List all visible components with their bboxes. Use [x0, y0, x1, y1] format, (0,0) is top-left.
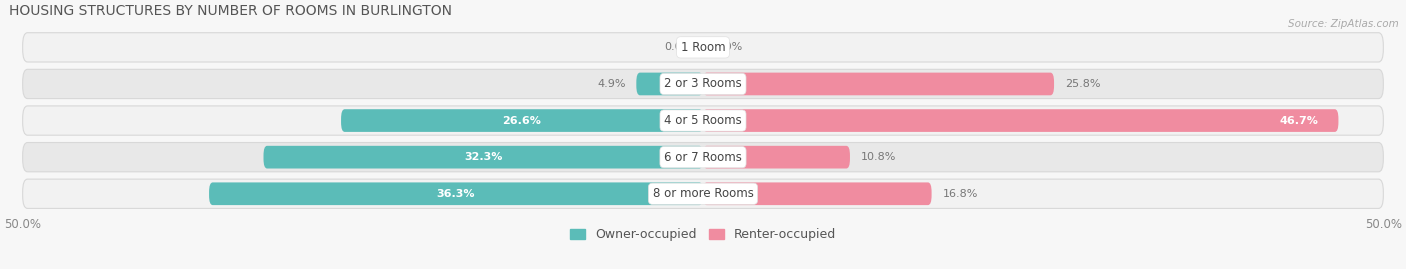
- FancyBboxPatch shape: [637, 73, 703, 95]
- Legend: Owner-occupied, Renter-occupied: Owner-occupied, Renter-occupied: [565, 223, 841, 246]
- Text: 46.7%: 46.7%: [1279, 116, 1317, 126]
- Text: 10.8%: 10.8%: [860, 152, 896, 162]
- Text: 6 or 7 Rooms: 6 or 7 Rooms: [664, 151, 742, 164]
- Text: 4 or 5 Rooms: 4 or 5 Rooms: [664, 114, 742, 127]
- Text: 16.8%: 16.8%: [942, 189, 977, 199]
- FancyBboxPatch shape: [703, 146, 851, 168]
- Text: 25.8%: 25.8%: [1064, 79, 1101, 89]
- FancyBboxPatch shape: [703, 73, 1054, 95]
- Text: 26.6%: 26.6%: [502, 116, 541, 126]
- FancyBboxPatch shape: [22, 143, 1384, 172]
- Text: 2 or 3 Rooms: 2 or 3 Rooms: [664, 77, 742, 90]
- FancyBboxPatch shape: [703, 182, 932, 205]
- FancyBboxPatch shape: [22, 33, 1384, 62]
- Text: 8 or more Rooms: 8 or more Rooms: [652, 187, 754, 200]
- FancyBboxPatch shape: [263, 146, 703, 168]
- FancyBboxPatch shape: [22, 69, 1384, 99]
- Text: 1 Room: 1 Room: [681, 41, 725, 54]
- Text: Source: ZipAtlas.com: Source: ZipAtlas.com: [1288, 19, 1399, 29]
- Text: 0.0%: 0.0%: [664, 42, 692, 52]
- Text: 4.9%: 4.9%: [598, 79, 626, 89]
- FancyBboxPatch shape: [22, 179, 1384, 208]
- Text: 36.3%: 36.3%: [437, 189, 475, 199]
- FancyBboxPatch shape: [342, 109, 703, 132]
- FancyBboxPatch shape: [703, 109, 1339, 132]
- Text: 32.3%: 32.3%: [464, 152, 502, 162]
- FancyBboxPatch shape: [22, 106, 1384, 135]
- Text: HOUSING STRUCTURES BY NUMBER OF ROOMS IN BURLINGTON: HOUSING STRUCTURES BY NUMBER OF ROOMS IN…: [8, 4, 453, 18]
- FancyBboxPatch shape: [209, 182, 703, 205]
- Text: 0.0%: 0.0%: [714, 42, 742, 52]
